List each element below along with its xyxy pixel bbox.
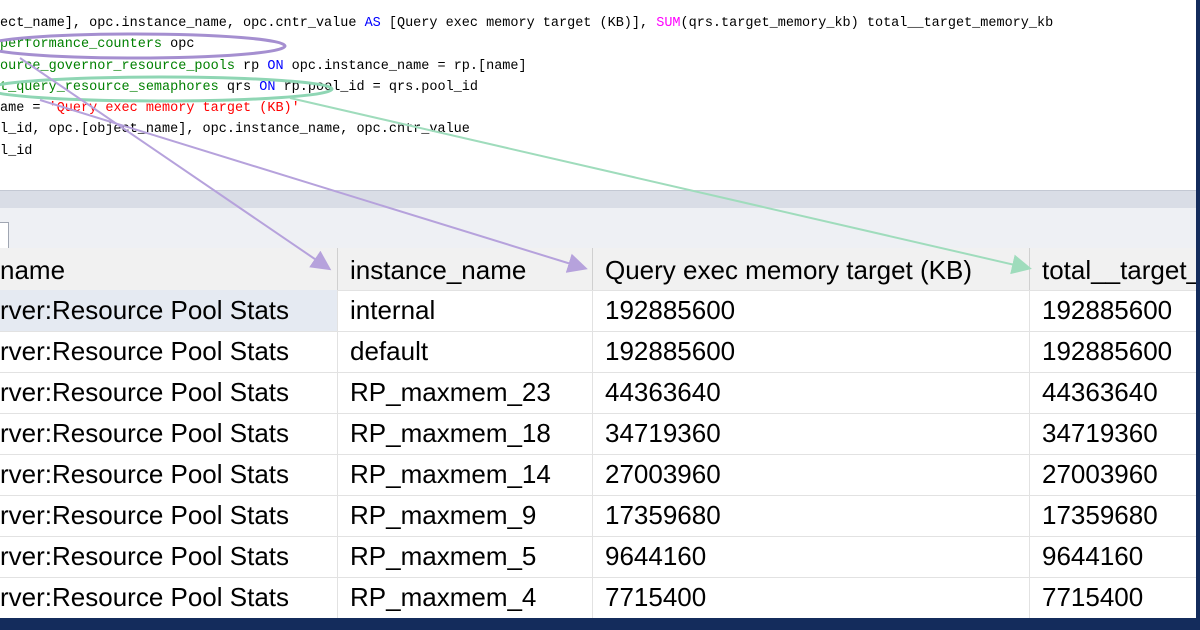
table-cell[interactable]: 9644160 bbox=[593, 536, 1030, 577]
results-tab-strip bbox=[0, 208, 1200, 250]
table-cell[interactable]: 192885600 bbox=[1030, 290, 1196, 331]
table-cell[interactable]: 17359680 bbox=[593, 495, 1030, 536]
table-cell[interactable]: RP_maxmem_5 bbox=[338, 536, 593, 577]
column-header[interactable]: instance_name bbox=[338, 248, 593, 290]
column-header[interactable]: Query exec memory target (KB) bbox=[593, 248, 1030, 290]
column-header[interactable]: name bbox=[0, 248, 338, 290]
code-token: qrs bbox=[218, 79, 260, 95]
arrow bbox=[19, 57, 332, 271]
code-line: ame = 'Query exec memory target (KB)' bbox=[0, 98, 1200, 119]
table-cell[interactable]: RP_maxmem_4 bbox=[338, 577, 593, 618]
table-cell[interactable]: 17359680 bbox=[1030, 495, 1196, 536]
code-token: ect_name], opc.instance_name, opc.cntr_v… bbox=[0, 16, 365, 31]
column-header[interactable]: total__target_ bbox=[1030, 248, 1196, 290]
table-row: rver:Resource Pool Stats RP_maxmem_23 4436… bbox=[0, 372, 1196, 414]
table-cell[interactable]: 192885600 bbox=[1030, 331, 1196, 372]
code-token: rp bbox=[234, 58, 268, 74]
code-line: l_id bbox=[0, 141, 1200, 162]
code-line: ource_governor_resource_pools rp ON opc.… bbox=[0, 56, 1200, 77]
code-token: ON bbox=[259, 79, 276, 95]
code-token: t_query_resource_semaphores bbox=[0, 79, 219, 95]
table-cell[interactable]: rver:Resource Pool Stats bbox=[0, 331, 338, 372]
frame bbox=[0, 618, 1200, 630]
table-cell[interactable]: RP_maxmem_23 bbox=[338, 372, 593, 413]
table-cell[interactable]: rver:Resource Pool Stats bbox=[0, 577, 338, 618]
frame bbox=[1196, 0, 1200, 630]
table-row: rver:Resource Pool Stats internal 19288560… bbox=[0, 290, 1196, 332]
table-cell[interactable]: rver:Resource Pool Stats bbox=[0, 413, 338, 454]
code-token: SUM bbox=[656, 16, 681, 31]
header-row: name instance_name Query exec memory targe… bbox=[0, 248, 1196, 291]
code-token: ource_governor_resource_pools bbox=[0, 58, 235, 74]
arrow bbox=[39, 99, 588, 273]
table-cell[interactable]: rver:Resource Pool Stats bbox=[0, 495, 338, 536]
code-token: 'Query exec memory target (KB)' bbox=[48, 101, 300, 117]
table-cell[interactable]: 7715400 bbox=[1030, 577, 1196, 618]
table-cell[interactable]: rver:Resource Pool Stats bbox=[0, 372, 338, 413]
arrow bbox=[289, 97, 1032, 275]
code-token: opc.instance_name = rp.[name] bbox=[283, 58, 527, 74]
code-line: ect_name], opc.instance_name, opc.cntr_v… bbox=[0, 13, 1200, 34]
table-row: rver:Resource Pool Stats RP_maxmem_9 17359… bbox=[0, 495, 1196, 537]
table-cell[interactable]: default bbox=[338, 331, 593, 372]
results-grid: name instance_name Query exec memory targe… bbox=[0, 248, 1196, 618]
table-cell[interactable]: 192885600 bbox=[593, 290, 1030, 331]
table-cell[interactable]: internal bbox=[338, 290, 593, 331]
table-cell[interactable]: RP_maxmem_14 bbox=[338, 454, 593, 495]
splitter[interactable] bbox=[0, 190, 1200, 209]
table-cell[interactable]: RP_maxmem_9 bbox=[338, 495, 593, 536]
table-row: rver:Resource Pool Stats RP_maxmem_14 2700… bbox=[0, 454, 1196, 496]
code-line: t_query_resource_semaphores qrs ON rp.po… bbox=[0, 77, 1200, 98]
table-row: rver:Resource Pool Stats RP_maxmem_4 77154… bbox=[0, 577, 1196, 618]
code-line: performance_counters opc bbox=[0, 34, 1200, 55]
table-row: rver:Resource Pool Stats RP_maxmem_5 96441… bbox=[0, 536, 1196, 578]
code-token: AS bbox=[364, 16, 381, 31]
table-cell[interactable]: rver:Resource Pool Stats bbox=[0, 454, 338, 495]
table-row: rver:Resource Pool Stats default 192885600… bbox=[0, 331, 1196, 373]
table-cell[interactable]: rver:Resource Pool Stats bbox=[0, 536, 338, 577]
highlight-ellipse bbox=[0, 32, 287, 60]
code-token: l_id bbox=[0, 143, 33, 159]
code-token: performance_counters bbox=[0, 37, 163, 53]
table-cell[interactable]: 7715400 bbox=[593, 577, 1030, 618]
code-token: ame = bbox=[0, 101, 49, 117]
highlight-ellipse bbox=[0, 75, 334, 103]
table-cell[interactable]: RP_maxmem_18 bbox=[338, 413, 593, 454]
table-cell[interactable]: rver:Resource Pool Stats bbox=[0, 290, 338, 331]
table-cell[interactable]: 192885600 bbox=[593, 331, 1030, 372]
table-cell[interactable]: 44363640 bbox=[1030, 372, 1196, 413]
query-editor[interactable]: ect_name], opc.instance_name, opc.cntr_v… bbox=[0, 13, 1200, 162]
code-token: (qrs.target_memory_kb) total__target_mem… bbox=[680, 16, 1054, 31]
code-token: ON bbox=[267, 58, 284, 74]
table-cell[interactable]: 34719360 bbox=[593, 413, 1030, 454]
table-cell[interactable]: 34719360 bbox=[1030, 413, 1196, 454]
table-cell[interactable]: 27003960 bbox=[1030, 454, 1196, 495]
table-cell[interactable]: 44363640 bbox=[593, 372, 1030, 413]
code-token: opc bbox=[162, 37, 195, 53]
table-row: rver:Resource Pool Stats RP_maxmem_18 3471… bbox=[0, 413, 1196, 455]
table-cell[interactable]: 9644160 bbox=[1030, 536, 1196, 577]
table-cell[interactable]: 27003960 bbox=[593, 454, 1030, 495]
code-token: [Query exec memory target (KB)], bbox=[380, 16, 657, 31]
